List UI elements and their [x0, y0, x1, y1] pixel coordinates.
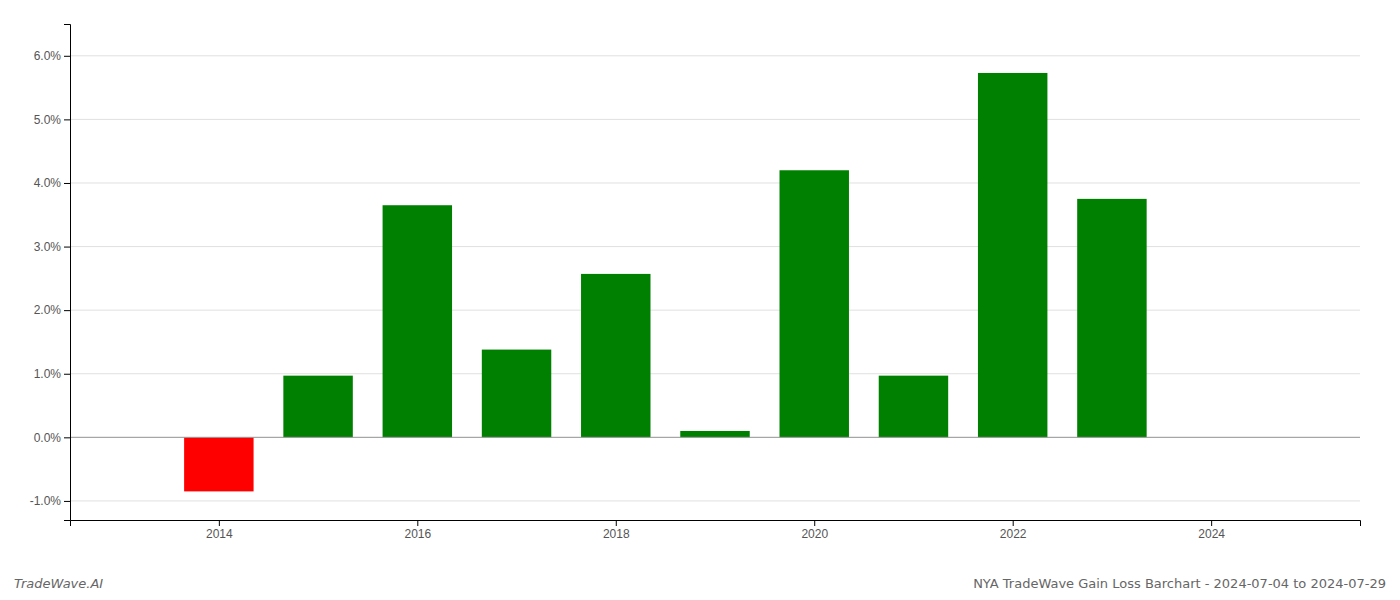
x-tick-label: 2024: [1198, 527, 1225, 541]
grid: [70, 56, 1360, 501]
bar: [680, 431, 749, 437]
y-tick-mark: [64, 119, 70, 120]
x-tick: 2016: [404, 520, 431, 541]
x-axis-line: [71, 521, 1361, 527]
y-tick: 5.0%: [34, 113, 70, 127]
bar: [184, 437, 253, 491]
y-tick-mark: [64, 310, 70, 311]
footer-right: NYA TradeWave Gain Loss Barchart - 2024-…: [973, 576, 1386, 591]
y-tick-label: 6.0%: [34, 49, 62, 63]
x-tick: 2020: [801, 520, 828, 541]
y-tick: 2.0%: [34, 303, 70, 317]
y-tick-label: 0.0%: [34, 431, 62, 445]
bar: [780, 170, 849, 437]
grid-line: [70, 246, 1360, 247]
x-axis: 2014 2016 2018 2020 2022 2024: [71, 520, 1361, 541]
y-tick-label: 1.0%: [34, 367, 62, 381]
x-tick-mark: [814, 520, 815, 526]
bar: [482, 350, 551, 438]
x-tick-mark: [219, 520, 220, 526]
x-tick: 2022: [1000, 520, 1027, 541]
x-tick-mark: [1013, 520, 1014, 526]
chart-svg: -1.0%0.0%1.0%2.0%3.0%4.0%5.0%6.0%2014201…: [0, 0, 1400, 600]
bar: [581, 274, 650, 437]
x-tick-mark: [417, 520, 418, 526]
x-tick-label: 2018: [603, 527, 630, 541]
plot-area: -1.0%0.0%1.0%2.0%3.0%4.0%5.0%6.0%2014201…: [30, 25, 1361, 541]
y-tick-label: 4.0%: [34, 176, 62, 190]
y-tick: 0.0%: [34, 431, 70, 445]
y-tick-mark: [64, 374, 70, 375]
y-tick: 4.0%: [34, 176, 70, 190]
y-tick: 1.0%: [34, 367, 70, 381]
x-tick-label: 2022: [1000, 527, 1027, 541]
footer-left: TradeWave.AI: [14, 576, 103, 591]
y-tick-mark: [64, 247, 70, 248]
y-tick-mark: [64, 56, 70, 57]
grid-line: [70, 500, 1360, 501]
y-tick: 6.0%: [34, 49, 70, 63]
y-tick-label: 2.0%: [34, 303, 62, 317]
bar: [283, 376, 352, 438]
grid-line: [70, 55, 1360, 56]
x-tick: 2018: [603, 520, 630, 541]
bar: [978, 73, 1047, 437]
zero-line: [70, 437, 1360, 438]
y-tick-mark: [64, 437, 70, 438]
x-tick-label: 2016: [404, 527, 431, 541]
grid-line: [70, 373, 1360, 374]
y-tick-label: -1.0%: [30, 494, 62, 508]
bar: [1077, 199, 1146, 437]
chart-container: -1.0%0.0%1.0%2.0%3.0%4.0%5.0%6.0%2014201…: [0, 0, 1400, 600]
y-tick-label: 5.0%: [34, 113, 62, 127]
y-axis-line: [64, 25, 71, 521]
grid-line: [70, 310, 1360, 311]
grid-line: [70, 119, 1360, 120]
bars: [184, 73, 1147, 491]
x-tick-label: 2020: [801, 527, 828, 541]
y-tick: 3.0%: [34, 240, 70, 254]
y-tick-mark: [64, 501, 70, 502]
x-tick: 2024: [1198, 520, 1225, 541]
y-axis: -1.0% 0.0% 1.0% 2.0% 3.0% 4.0% 5.0% 6.0%: [30, 25, 71, 521]
y-tick: -1.0%: [30, 494, 70, 508]
y-tick-mark: [64, 183, 70, 184]
bar: [383, 205, 452, 437]
bar: [879, 376, 948, 438]
x-tick-label: 2014: [206, 527, 233, 541]
x-tick-mark: [616, 520, 617, 526]
grid-line: [70, 182, 1360, 183]
x-tick-mark: [1211, 520, 1212, 526]
y-tick-label: 3.0%: [34, 240, 62, 254]
x-tick: 2014: [206, 520, 233, 541]
grid-line: [70, 437, 1360, 438]
